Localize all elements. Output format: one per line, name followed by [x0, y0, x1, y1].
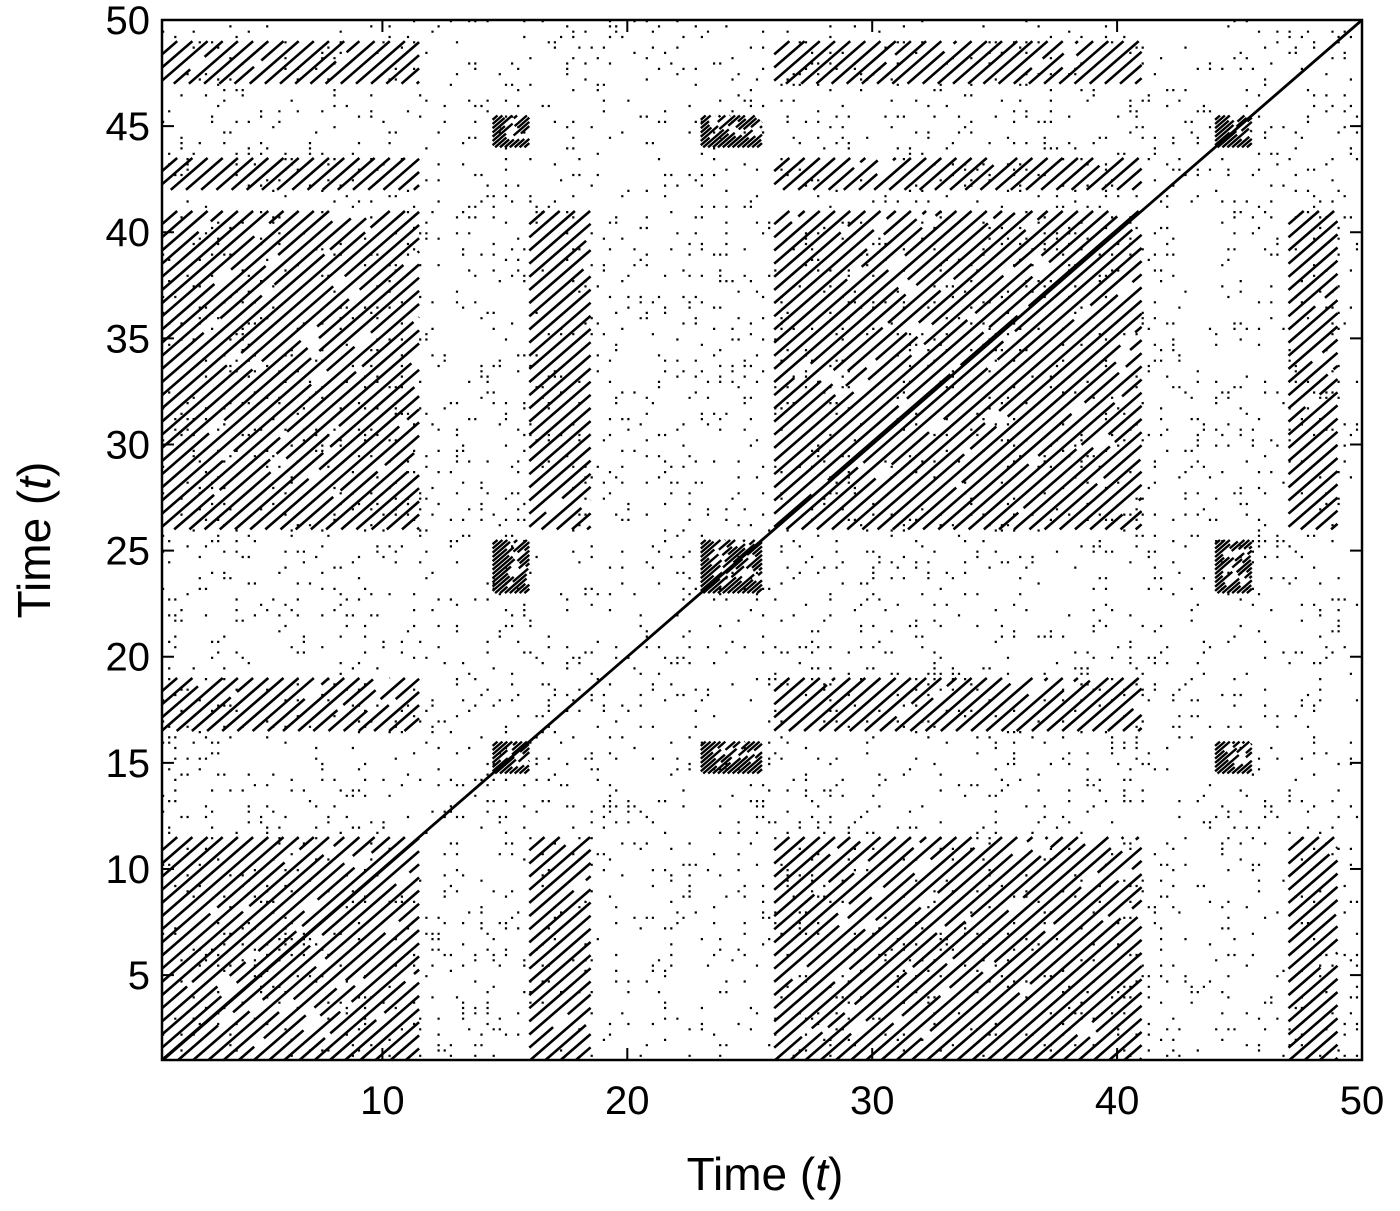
y-axis-title-main: Time — [8, 518, 60, 619]
recurrence-line-block — [162, 836, 420, 1060]
y-tick-label: 45 — [106, 105, 151, 149]
recurrence-line-block — [162, 676, 420, 732]
x-axis-title-var: t — [815, 1148, 830, 1200]
recurrence-line-block — [528, 836, 592, 1060]
recurrence-line-block — [162, 210, 421, 531]
recurrence-line-block — [773, 157, 1143, 191]
x-axis-title: Time (t) — [687, 1148, 844, 1200]
y-axis-title: Time (t) — [8, 462, 60, 619]
recurrence-hatch-patch — [1214, 114, 1253, 149]
y-tick-label: 25 — [106, 530, 151, 574]
y-tick-label: 5 — [128, 954, 150, 998]
recurrence-marks — [162, 20, 1362, 1060]
x-tick-label: 10 — [360, 1079, 405, 1123]
recurrence-hatch-patch — [700, 539, 763, 595]
y-tick-label: 50 — [106, 0, 151, 43]
y-tick-label: 10 — [106, 848, 151, 892]
recurrence-line-block — [528, 210, 592, 531]
x-axis: 10 20 30 40 50 — [360, 20, 1384, 1123]
y-tick-label: 15 — [106, 742, 151, 786]
y-axis: 5 10 15 20 25 30 35 40 45 50 — [106, 0, 1362, 998]
recurrence-hatch-patch — [491, 539, 531, 595]
recurrence-line-block — [162, 40, 420, 85]
x-tick-label: 40 — [1095, 1079, 1140, 1123]
y-axis-title-var: t — [8, 475, 60, 490]
y-tick-label: 20 — [106, 636, 151, 680]
recurrence-mark-layer — [162, 20, 1362, 1060]
recurrence-hatch-patch — [491, 740, 531, 775]
x-tick-label: 50 — [1340, 1079, 1385, 1123]
recurrence-hatch-patch — [700, 740, 763, 775]
x-tick-label: 30 — [850, 1079, 895, 1123]
recurrence-line-block — [1287, 836, 1339, 1060]
y-tick-label: 35 — [106, 317, 151, 361]
x-tick-label: 20 — [605, 1079, 650, 1123]
main-diagonal-line — [162, 20, 1362, 1060]
x-axis-title-main: Time — [687, 1148, 788, 1200]
recurrence-line-block — [773, 836, 1143, 1060]
y-tick-label: 30 — [106, 423, 151, 467]
y-tick-label: 40 — [106, 211, 151, 255]
plot-frame — [160, 18, 1364, 1062]
recurrence-hatch-patch — [1214, 740, 1253, 775]
recurrence-hatch-patch — [700, 114, 763, 149]
